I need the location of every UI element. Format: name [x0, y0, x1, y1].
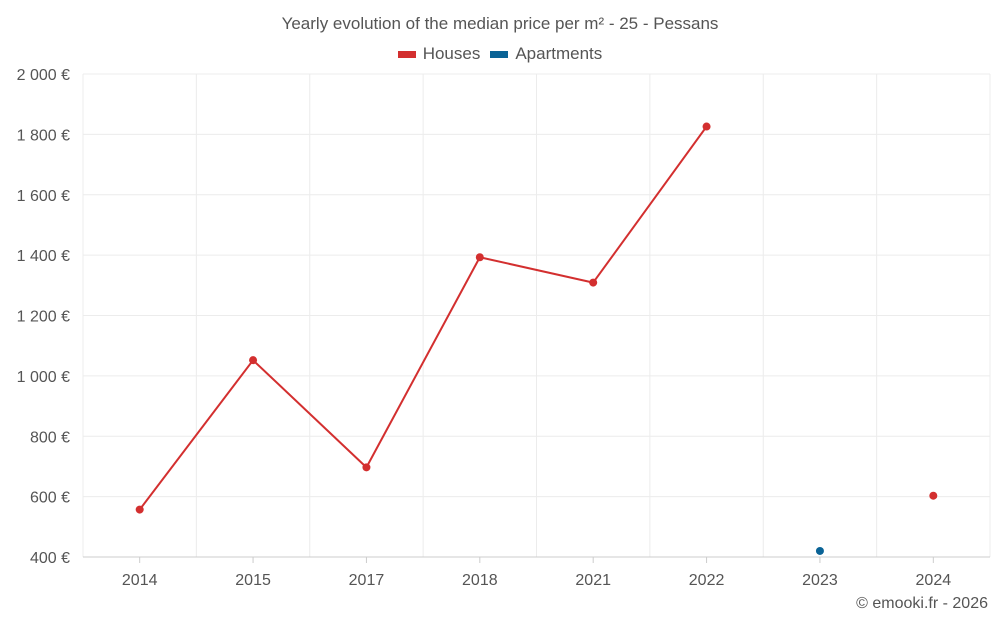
x-tick-label: 2017 [349, 572, 385, 589]
x-tick-label: 2023 [802, 572, 838, 589]
x-tick-label: 2018 [462, 572, 498, 589]
y-tick-label: 400 € [30, 550, 70, 567]
legend-item-houses[interactable]: Houses [397, 44, 481, 64]
series-line-houses [479, 256, 594, 284]
x-tick-label: 2024 [916, 572, 952, 589]
x-tick-label: 2015 [235, 572, 271, 589]
data-point-houses[interactable] [589, 278, 598, 287]
chart-title: Yearly evolution of the median price per… [281, 14, 719, 33]
legend-item-apartments[interactable]: Apartments [490, 44, 602, 64]
data-point-houses[interactable] [135, 505, 144, 514]
data-point-houses[interactable] [249, 356, 258, 365]
copyright-credit: © emooki.fr - 2026 [856, 595, 988, 612]
legend-swatch-apartments [490, 50, 509, 58]
y-tick-label: 1 200 € [17, 309, 70, 326]
y-tick-label: 600 € [30, 490, 70, 507]
series-line-houses [138, 359, 254, 511]
legend-swatch-houses [397, 50, 416, 58]
data-point-houses[interactable] [362, 463, 371, 472]
series-line-houses [252, 359, 368, 469]
y-tick-label: 1 600 € [17, 188, 70, 205]
y-tick-label: 1 000 € [17, 369, 70, 386]
legend-label-houses: Houses [422, 44, 481, 63]
legend-label-apartments: Apartments [515, 44, 603, 63]
data-point-houses[interactable] [929, 491, 938, 500]
legend: Houses Apartments [0, 44, 1000, 64]
series-line-houses [592, 125, 708, 284]
y-tick-label: 2 000 € [17, 67, 70, 84]
y-tick-label: 800 € [30, 429, 70, 446]
x-tick-label: 2021 [575, 572, 611, 589]
y-tick-label: 1 800 € [17, 127, 70, 144]
data-point-apartments[interactable] [815, 546, 824, 555]
x-tick-label: 2022 [689, 572, 725, 589]
data-point-houses[interactable] [702, 122, 711, 131]
data-point-houses[interactable] [475, 253, 484, 262]
x-tick-label: 2014 [122, 572, 158, 589]
series-line-houses [365, 256, 481, 468]
y-tick-label: 1 400 € [17, 248, 70, 265]
